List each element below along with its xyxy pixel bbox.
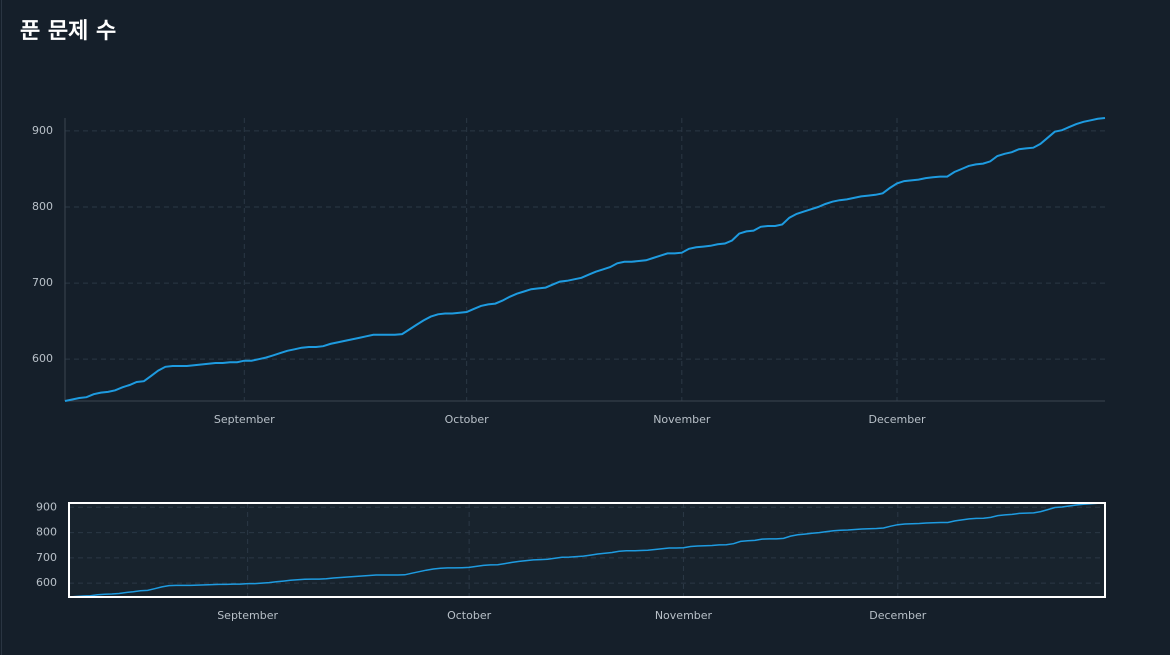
navigator-line	[68, 502, 1106, 598]
x-tick-label: October	[447, 609, 491, 622]
y-tick-label: 600	[32, 352, 53, 365]
navigator-background	[69, 503, 1105, 597]
y-tick-label: 900	[36, 500, 57, 513]
y-tick-label: 700	[32, 276, 53, 289]
x-tick-label: December	[869, 609, 927, 622]
x-tick-label: September	[214, 413, 275, 426]
line	[64, 117, 1106, 402]
x-tick-label: October	[445, 413, 489, 426]
y-tick-label: 800	[36, 526, 57, 539]
x-tick-label: December	[868, 413, 926, 426]
chart-title: 푼 문제 수	[20, 19, 116, 44]
y-tick-label: 900	[32, 124, 53, 137]
navigator-brush	[68, 502, 1106, 598]
x-tick-label: November	[655, 609, 713, 622]
y-tick-label: 700	[36, 551, 57, 564]
x-tick-label: September	[217, 609, 278, 622]
y-tick-label: 600	[36, 576, 57, 589]
x-tick-label: November	[653, 413, 711, 426]
y-tick-label: 800	[32, 200, 53, 213]
